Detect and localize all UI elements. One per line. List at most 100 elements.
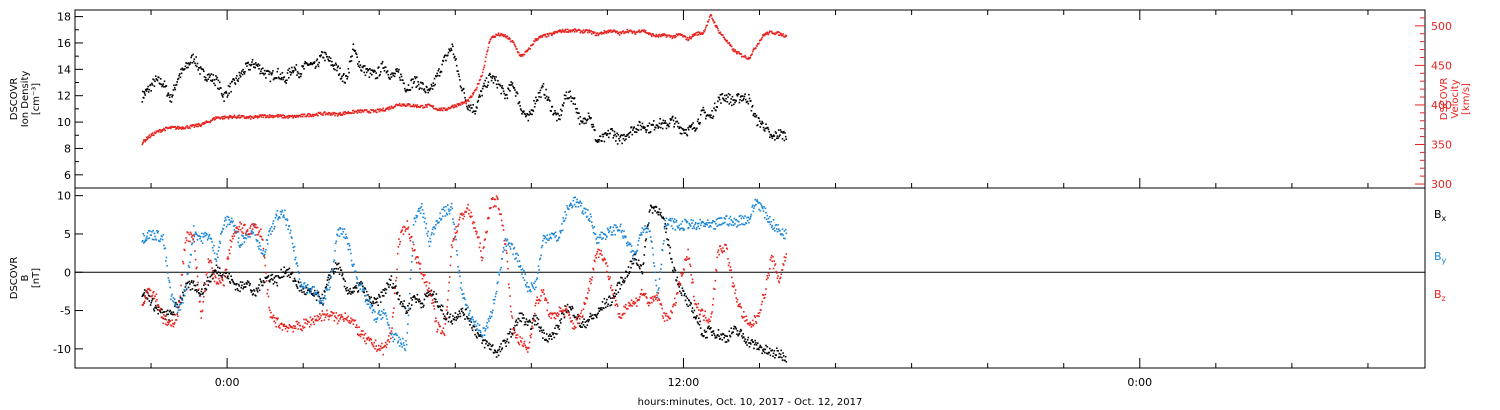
data-point — [580, 202, 583, 205]
data-point — [267, 243, 269, 245]
data-point — [774, 131, 777, 133]
data-point — [744, 215, 746, 217]
data-point — [164, 247, 166, 249]
data-point — [461, 293, 464, 295]
data-point — [449, 209, 452, 211]
data-point — [507, 341, 510, 344]
data-point — [597, 307, 600, 310]
data-point — [346, 237, 348, 239]
data-point — [717, 217, 719, 220]
data-point — [719, 94, 722, 96]
data-point — [587, 209, 589, 211]
data-point — [643, 29, 646, 31]
data-point — [405, 339, 407, 342]
data-point — [704, 225, 706, 228]
data-point — [306, 62, 308, 65]
data-point — [463, 297, 466, 299]
data-point — [293, 246, 296, 248]
data-point — [689, 301, 692, 304]
data-point — [552, 333, 554, 336]
data-point — [228, 219, 230, 221]
y-right-tick-label: 300 — [1431, 178, 1452, 191]
data-point — [388, 106, 391, 108]
data-point — [419, 207, 421, 209]
data-point — [147, 292, 149, 295]
data-point — [333, 312, 335, 314]
data-point — [142, 90, 144, 93]
data-point — [648, 211, 651, 213]
data-point — [578, 201, 581, 204]
data-point — [578, 112, 580, 114]
data-point — [414, 296, 416, 299]
data-point — [203, 70, 205, 73]
data-point — [242, 68, 244, 71]
data-point — [159, 131, 162, 133]
data-point — [457, 104, 460, 107]
data-point — [446, 306, 448, 308]
data-point — [553, 112, 556, 115]
data-point — [308, 325, 311, 328]
data-point — [361, 290, 364, 293]
data-point — [767, 128, 770, 131]
data-point — [397, 340, 400, 342]
data-point — [322, 299, 324, 302]
data-point — [611, 231, 613, 234]
data-point — [371, 305, 373, 308]
data-point — [240, 286, 242, 289]
data-point — [528, 110, 531, 113]
data-point — [556, 324, 559, 327]
data-point — [648, 131, 650, 134]
data-point — [514, 89, 516, 91]
data-point — [609, 287, 612, 289]
data-point — [438, 217, 441, 220]
data-point — [299, 284, 301, 287]
data-point — [729, 101, 732, 104]
data-point — [557, 315, 559, 317]
data-point — [230, 220, 232, 222]
data-point — [680, 292, 682, 294]
data-point — [433, 77, 436, 80]
data-point — [260, 280, 262, 282]
data-point — [346, 76, 349, 78]
data-point — [374, 301, 377, 304]
data-point — [751, 106, 753, 108]
data-point — [619, 225, 621, 228]
data-point — [355, 287, 358, 289]
data-point — [753, 205, 756, 207]
data-point — [191, 243, 193, 246]
data-point — [497, 207, 500, 210]
data-point — [291, 272, 293, 275]
data-point — [771, 224, 774, 227]
data-point — [478, 82, 480, 85]
data-point — [352, 287, 355, 289]
data-point — [215, 78, 218, 80]
data-point — [143, 139, 146, 141]
data-point — [617, 32, 620, 35]
data-point — [611, 234, 614, 236]
data-point — [781, 356, 783, 359]
data-point — [317, 316, 320, 318]
data-point — [243, 115, 245, 117]
data-point — [248, 63, 251, 66]
data-point — [145, 290, 147, 292]
data-point — [428, 282, 431, 284]
data-point — [352, 48, 354, 51]
data-point — [710, 116, 713, 119]
data-point — [495, 205, 497, 208]
data-point — [488, 42, 490, 44]
data-point — [707, 222, 710, 224]
data-point — [637, 264, 639, 266]
data-point — [655, 284, 658, 287]
data-point — [419, 302, 422, 305]
data-point — [568, 208, 570, 211]
data-point — [268, 309, 271, 312]
data-point — [603, 29, 606, 32]
data-point — [604, 306, 607, 309]
data-point — [601, 258, 604, 261]
data-point — [738, 220, 740, 223]
data-point — [346, 78, 348, 80]
data-point — [272, 283, 275, 285]
data-point — [670, 219, 672, 222]
data-point — [429, 290, 432, 293]
data-point — [149, 304, 152, 306]
